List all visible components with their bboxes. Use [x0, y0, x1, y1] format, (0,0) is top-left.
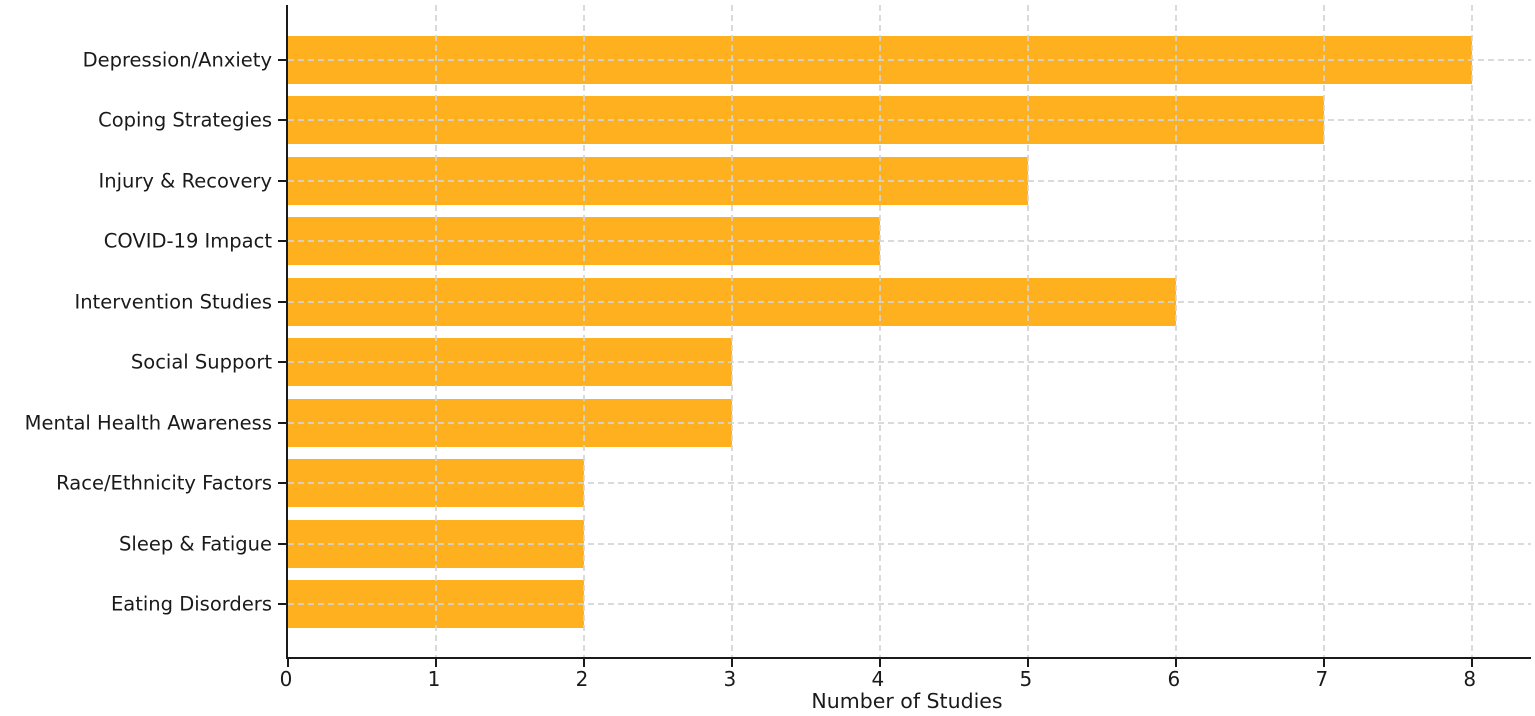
v-gridline	[434, 5, 437, 657]
y-axis-label: Race/Ethnicity Factors	[56, 471, 272, 495]
y-tick-mark	[278, 59, 286, 61]
h-gridline	[288, 59, 1531, 61]
v-gridline	[1174, 5, 1177, 657]
y-tick-mark	[278, 179, 286, 182]
plot-area	[278, 5, 1531, 667]
v-gridline	[1322, 5, 1325, 657]
y-axis-label: Mental Health Awareness	[24, 411, 272, 435]
x-tick-label: 1	[427, 667, 441, 691]
y-tick-mark	[278, 602, 286, 605]
y-axis-label: Eating Disorders	[110, 592, 272, 616]
h-gridline	[288, 240, 1531, 243]
x-tick-label: 5	[1019, 667, 1033, 691]
y-tick-mark	[278, 482, 286, 485]
y-axis-label: Coping Strategies	[98, 108, 272, 132]
h-gridline	[288, 119, 1531, 122]
x-tick-label: 7	[1315, 667, 1329, 691]
x-axis-title: Number of Studies	[811, 689, 1003, 713]
y-tick-mark	[278, 542, 286, 545]
x-tick-label: 8	[1463, 667, 1477, 691]
y-tick-mark	[278, 421, 286, 424]
h-gridline	[288, 179, 1531, 182]
x-tick-mark	[287, 659, 289, 667]
h-gridline	[288, 300, 1531, 303]
y-tick-mark	[278, 240, 286, 243]
x-tick-mark	[1322, 659, 1325, 667]
x-tick-mark	[1026, 659, 1029, 667]
x-tick-mark	[582, 659, 585, 667]
v-gridline	[1026, 5, 1029, 657]
y-axis-label: Depression/Anxiety	[82, 48, 272, 72]
x-tick-mark	[878, 659, 881, 667]
h-gridline	[288, 361, 1531, 364]
v-gridline	[1470, 5, 1473, 657]
x-tick-mark	[1174, 659, 1177, 667]
y-axis-label: COVID-19 Impact	[103, 229, 272, 253]
x-tick-label: 4	[871, 667, 885, 691]
h-gridline	[288, 421, 1531, 424]
x-tick-label: 2	[575, 667, 589, 691]
x-tick-label: 0	[279, 667, 293, 691]
y-tick-mark	[278, 119, 286, 122]
x-tick-label: 6	[1167, 667, 1181, 691]
y-tick-mark	[278, 300, 286, 303]
x-tick-label: 3	[723, 667, 737, 691]
x-tick-mark	[434, 659, 437, 667]
x-tick-mark	[730, 659, 733, 667]
y-axis-label: Injury & Recovery	[98, 169, 272, 193]
y-axis-label: Sleep & Fatigue	[119, 532, 272, 556]
y-axis-label: Social Support	[130, 350, 272, 374]
v-gridline	[878, 5, 881, 657]
v-gridline	[582, 5, 585, 657]
v-gridline	[730, 5, 733, 657]
y-tick-mark	[278, 361, 286, 364]
y-axis-label: Intervention Studies	[74, 290, 272, 314]
x-tick-mark	[1470, 659, 1473, 667]
h-gridline	[288, 542, 1531, 545]
h-gridline	[288, 602, 1531, 605]
h-gridline	[288, 482, 1531, 485]
